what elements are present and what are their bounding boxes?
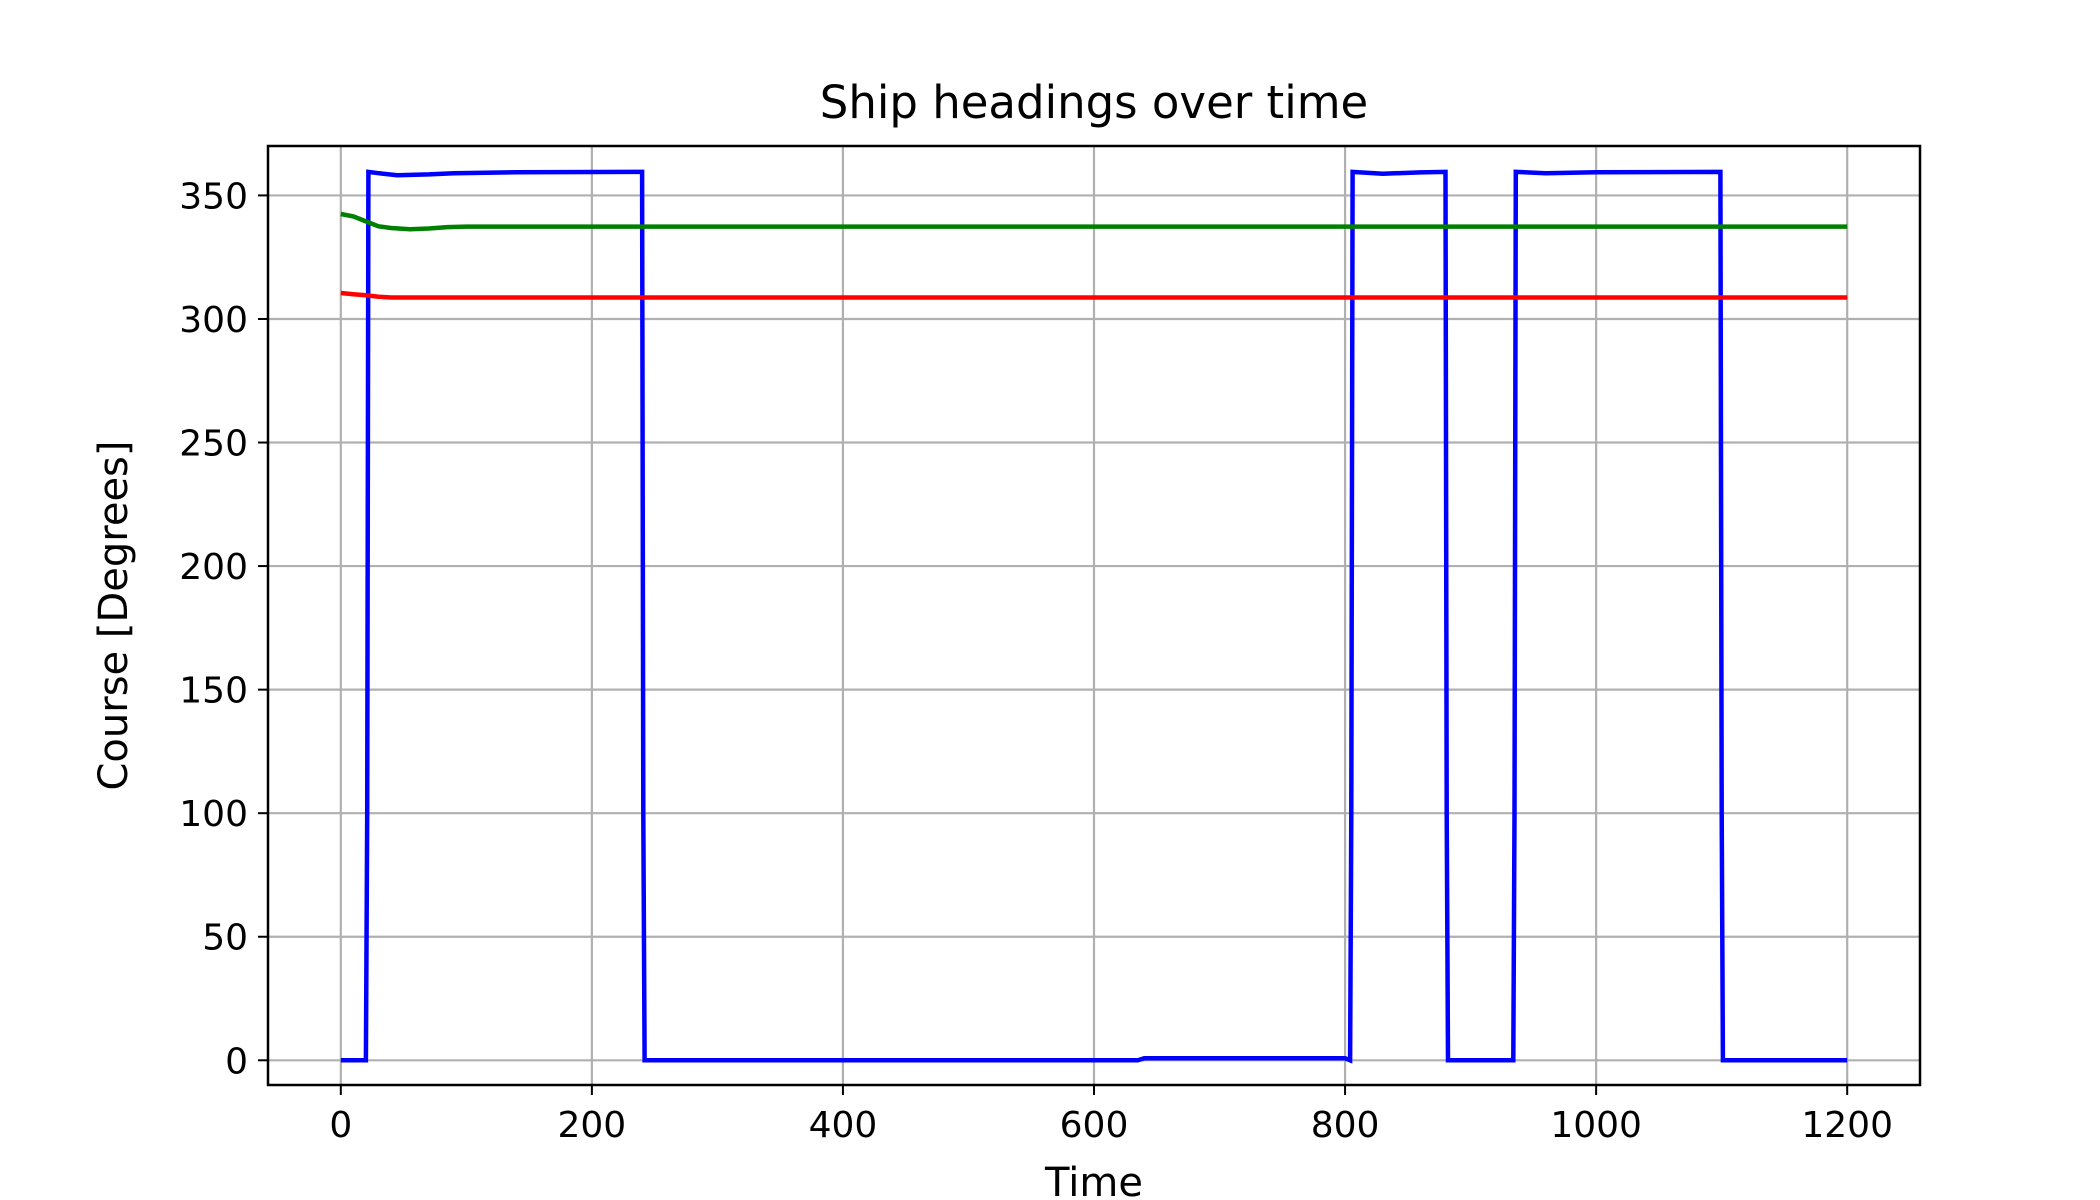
ticks-layer: 0 200 400 600 800 1000 1200 0 50 100 150 200 250 300 3… [179,176,1893,1146]
chart-title: Ship headings over time [820,76,1368,129]
series-line-2 [340,211,1848,232]
x-tick-label: 600 [1060,1105,1129,1146]
series-layer [340,169,1848,1064]
x-axis-label: Time [1044,1160,1143,1200]
y-tick-label: 0 [225,1041,248,1082]
x-tick-label: 1200 [1801,1105,1893,1146]
x-tick-label: 800 [1311,1105,1380,1146]
x-tick-label: 400 [809,1105,878,1146]
y-axis-label: Course [Degrees] [91,441,137,791]
x-tick-label: 200 [558,1105,627,1146]
y-tick-label: 200 [179,547,248,588]
series-line-3 [340,290,1848,300]
series-line-1 [340,169,1848,1064]
y-tick-label: 300 [179,300,248,341]
x-tick-label: 1000 [1550,1105,1642,1146]
y-tick-label: 250 [179,424,248,465]
x-tick-label: 0 [329,1105,352,1146]
y-tick-label: 100 [179,794,248,835]
y-tick-label: 150 [179,671,248,712]
y-tick-label: 50 [202,918,248,959]
grid-layer [268,146,1920,1085]
y-tick-label: 350 [179,176,248,217]
